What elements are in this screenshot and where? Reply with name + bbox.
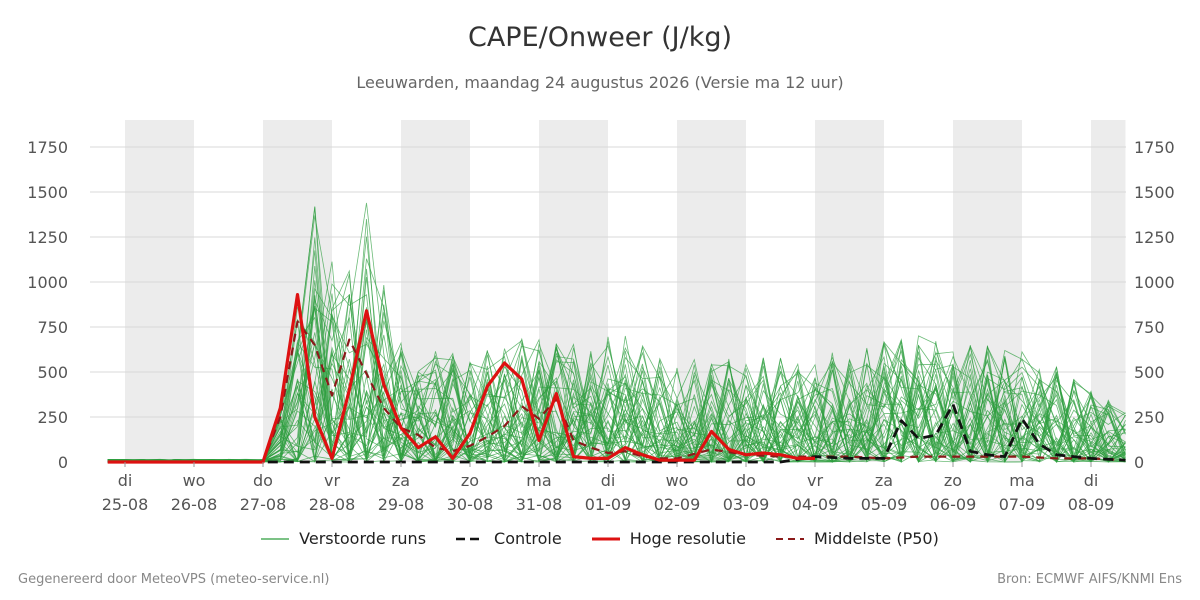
x-tick-date: 02-09 <box>654 495 701 514</box>
ensemble-run-line <box>107 261 1126 463</box>
x-tick-date: 29-08 <box>378 495 425 514</box>
y-tick-label-right: 250 <box>1134 408 1165 427</box>
legend-item-control[interactable]: Controle <box>456 529 562 548</box>
x-tick-date: 05-09 <box>861 495 908 514</box>
series-line-controle <box>107 402 1126 464</box>
x-tick-date: 30-08 <box>447 495 494 514</box>
x-tick-day: di <box>118 471 133 490</box>
x-tick-day: zo <box>944 471 962 490</box>
ensemble-run-line <box>107 287 1126 463</box>
legend-swatch-highres <box>591 537 620 540</box>
x-tick-day: za <box>875 471 893 490</box>
x-tick-day: di <box>1084 471 1099 490</box>
x-tick-date: 28-08 <box>309 495 356 514</box>
main-series <box>107 293 1126 464</box>
x-tick-day: wo <box>183 471 206 490</box>
x-tick-date: 07-09 <box>999 495 1046 514</box>
x-tick-day: wo <box>666 471 689 490</box>
cape-chart: 0 0 250 250 500 500 750 750 1000 1000 1250 1250 1500… <box>27 120 1175 514</box>
x-tick-date: 27-08 <box>240 495 287 514</box>
chart-title: CAPE/Onweer (J/kg) <box>467 22 732 53</box>
y-tick-label-left: 1250 <box>27 228 68 247</box>
x-tick-day: ma <box>526 471 551 490</box>
y-tick-label-left: 1750 <box>27 138 68 157</box>
x-tick-date: 04-09 <box>792 495 839 514</box>
x-tick-day: za <box>392 471 410 490</box>
legend-swatch-control <box>456 537 485 540</box>
y-tick-label-left: 250 <box>37 408 68 427</box>
footer-source: Bron: ECMWF AIFS/KNMI Ens <box>997 572 1182 587</box>
x-tick-day: do <box>736 471 756 490</box>
ensemble-run-line <box>107 318 1126 464</box>
grid-lines <box>90 146 1126 418</box>
y-tick-label-left: 1000 <box>27 273 68 292</box>
x-tick-day: vr <box>807 471 823 490</box>
y-tick-label-right: 750 <box>1134 318 1165 337</box>
legend-label: Controle <box>494 529 562 548</box>
ensemble-run-line <box>107 304 1126 463</box>
y-tick-label-right: 1000 <box>1134 273 1175 292</box>
legend-label: Verstoorde runs <box>299 529 427 548</box>
y-tick-label-right: 1750 <box>1134 138 1175 157</box>
x-tick-date: 08-09 <box>1068 495 1115 514</box>
y-tick-label-left: 0 <box>58 453 68 472</box>
x-tick-date: 26-08 <box>171 495 218 514</box>
y-tick-label-left: 750 <box>37 318 68 337</box>
x-tick-day: zo <box>461 471 479 490</box>
y-tick-label-right: 500 <box>1134 363 1165 382</box>
x-tick-day: do <box>253 471 273 490</box>
ensemble-run-line <box>107 218 1126 464</box>
series-line-hoge-resolutie <box>107 293 815 464</box>
x-tick-day: di <box>601 471 616 490</box>
ensemble-run-line <box>107 273 1126 464</box>
y-tick-label-right: 1250 <box>1134 228 1175 247</box>
axis-labels: 0 0 250 250 500 500 750 750 1000 1000 1250 1250 1500… <box>27 138 1174 514</box>
y-tick-label-left: 1500 <box>27 183 68 202</box>
legend-swatch-median <box>775 537 804 540</box>
chart-subtitle: Leeuwarden, maandag 24 augustus 2026 (Ve… <box>356 73 844 92</box>
legend-item-perturbed[interactable]: Verstoorde runs <box>261 529 426 548</box>
y-tick-label-right: 1500 <box>1134 183 1175 202</box>
x-tick-date: 06-09 <box>930 495 977 514</box>
footer-generator: Gegenereerd door MeteoVPS (meteo-service… <box>18 572 330 587</box>
legend-label: Hoge resolutie <box>629 529 746 548</box>
x-tick-date: 31-08 <box>516 495 563 514</box>
x-tick-date: 01-09 <box>585 495 632 514</box>
ensemble-run-line <box>107 341 1126 464</box>
legend-label: Middelste (P50) <box>813 529 939 548</box>
legend-item-median[interactable]: Middelste (P50) <box>775 529 939 548</box>
legend: Verstoorde runs Controle Hoge resolutie … <box>0 529 1200 548</box>
legend-item-highres[interactable]: Hoge resolutie <box>591 529 746 548</box>
y-tick-label-right: 0 <box>1134 453 1144 472</box>
ensemble-run-line <box>107 294 1126 463</box>
x-tick-date: 25-08 <box>102 495 149 514</box>
x-tick-day: ma <box>1009 471 1034 490</box>
y-tick-label-left: 500 <box>37 363 68 382</box>
day-band <box>125 120 194 462</box>
x-tick-date: 03-09 <box>723 495 770 514</box>
x-tick-day: vr <box>324 471 340 490</box>
legend-swatch-perturbed <box>261 537 290 540</box>
